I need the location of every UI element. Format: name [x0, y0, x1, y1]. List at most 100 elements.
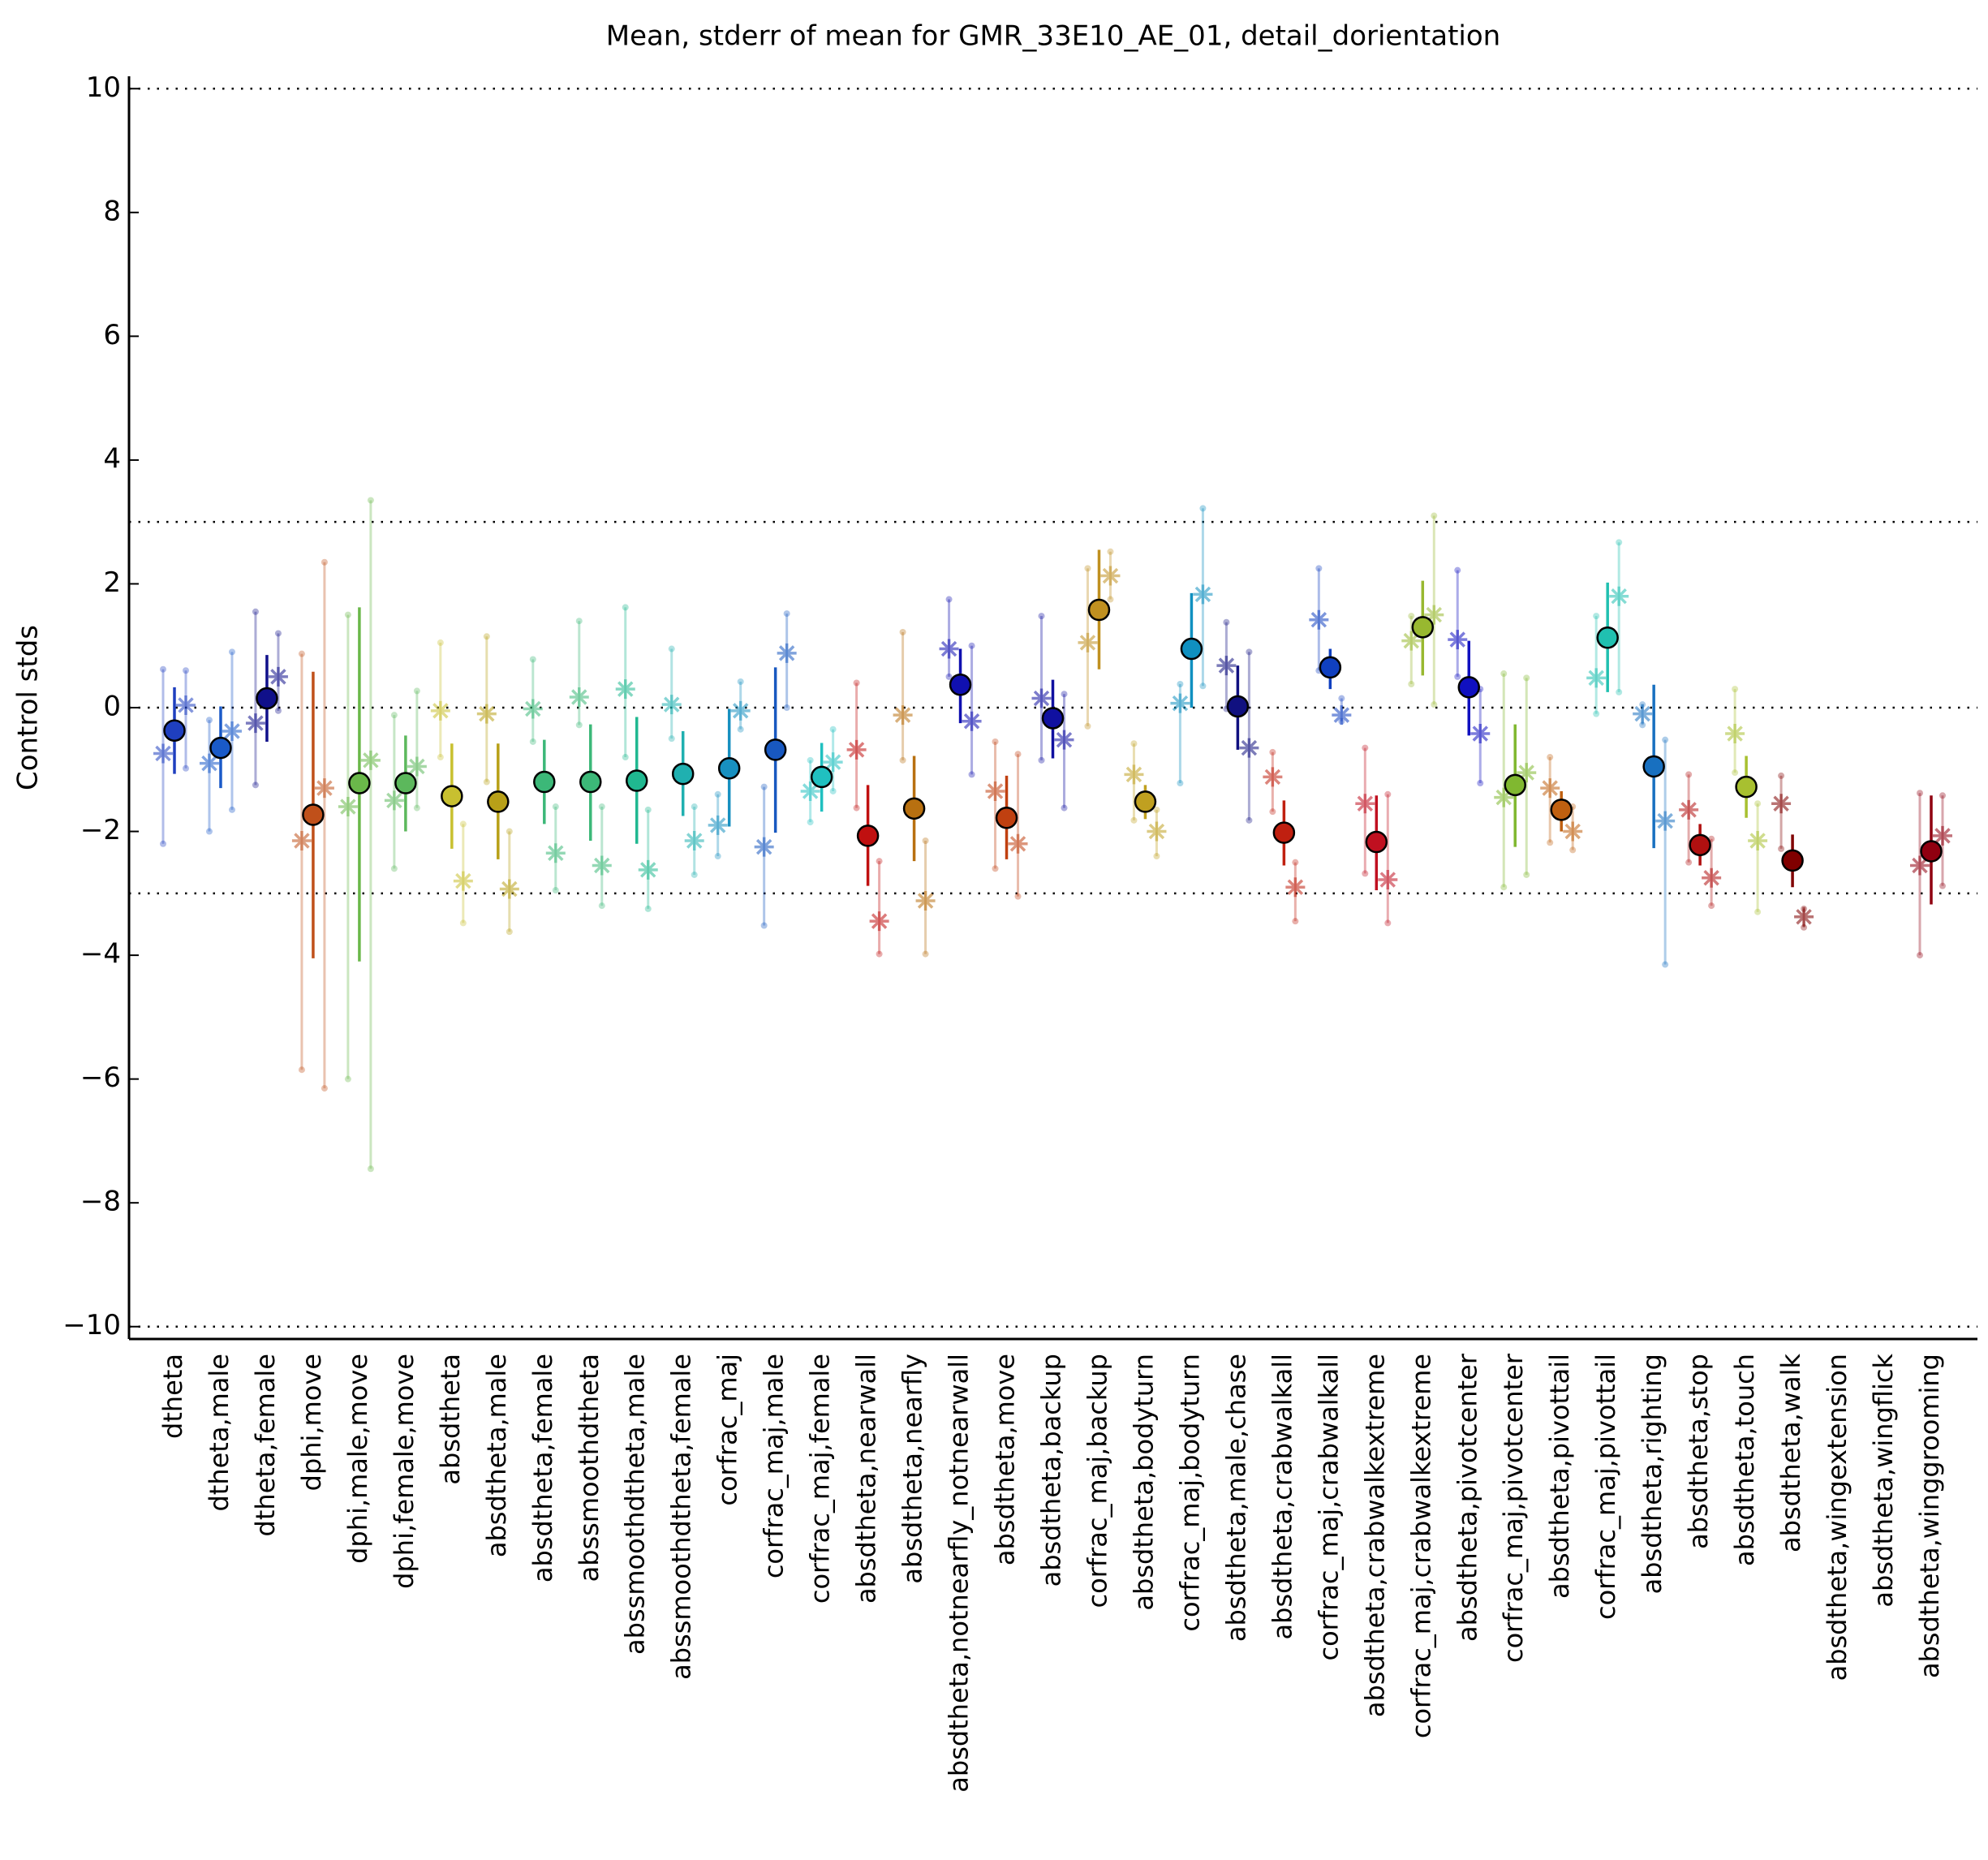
- sub-marker: [1285, 877, 1306, 898]
- sub-error-cap: [876, 950, 883, 958]
- sub-error-cap: [1431, 512, 1438, 519]
- sub-error-cap: [1130, 740, 1138, 747]
- sub-error-cap: [274, 630, 282, 637]
- sub-error-cap: [1801, 924, 1808, 931]
- mean-marker: [717, 756, 741, 780]
- sub-error-cap: [529, 738, 536, 745]
- sub-error-cap: [1778, 772, 1785, 779]
- x-tick-label: absdtheta,move: [990, 1354, 1021, 1565]
- sub-marker: [268, 666, 288, 687]
- x-tick-label: absdtheta,nearwall: [851, 1354, 882, 1604]
- sub-error-cap: [413, 804, 420, 812]
- sub-marker: [661, 695, 682, 715]
- sub-error-cap: [321, 1085, 328, 1092]
- sub-marker: [1216, 656, 1237, 676]
- x-tick-label: absdtheta,bodyturn: [1128, 1354, 1159, 1611]
- sub-error-cap: [922, 837, 929, 844]
- sub-error-cap: [1384, 790, 1392, 798]
- sub-error-cap: [1084, 722, 1091, 730]
- sub-error-cap: [205, 717, 213, 724]
- x-tick-label: abssmoothdtheta: [574, 1354, 605, 1582]
- mean-marker: [487, 790, 510, 813]
- sub-error-cap: [1477, 780, 1484, 787]
- sub-marker: [176, 695, 196, 715]
- y-tick-label: −2: [80, 814, 121, 846]
- sub-error-cap: [575, 618, 583, 625]
- sub-marker: [1332, 705, 1352, 725]
- sub-marker: [499, 879, 519, 899]
- sub-marker: [708, 815, 728, 835]
- sub-marker: [1702, 868, 1722, 888]
- sub-error-cap: [1292, 918, 1299, 925]
- sub-error-cap: [1523, 871, 1530, 878]
- sub-error-cap: [228, 806, 235, 813]
- sub-marker: [869, 911, 889, 932]
- sub-error-cap: [714, 853, 721, 860]
- sub-error-cap: [1523, 674, 1530, 682]
- sub-marker: [476, 704, 497, 724]
- x-tick-label: dtheta,female: [250, 1354, 281, 1536]
- x-tick-label: corfrac_maj,pivotcenter: [1498, 1353, 1529, 1663]
- sub-marker: [1170, 693, 1190, 713]
- sub-error-cap: [344, 611, 351, 618]
- sub-error-cap: [160, 665, 166, 673]
- sub-error-cap: [1917, 952, 1923, 959]
- sub-error-cap: [1662, 961, 1669, 968]
- x-tick-label: absdtheta,notnearfly_notnearwall: [944, 1354, 975, 1793]
- sub-marker: [523, 699, 543, 719]
- sub-error-cap: [413, 687, 420, 695]
- mean-marker: [1689, 833, 1711, 857]
- sub-error-cap: [575, 721, 583, 729]
- mean-marker: [579, 770, 602, 794]
- x-tick-label: absdtheta,male: [481, 1354, 512, 1557]
- sub-marker: [1748, 830, 1768, 850]
- sub-marker: [1771, 794, 1792, 814]
- sub-error-cap: [1246, 816, 1253, 824]
- sub-error-cap: [1778, 845, 1785, 852]
- mean-marker: [671, 762, 695, 786]
- x-tick-label: absdtheta,female: [527, 1354, 558, 1582]
- mean-marker: [1041, 707, 1065, 730]
- sub-error-cap: [899, 756, 906, 764]
- x-tick-label: dtheta,male: [204, 1354, 235, 1512]
- mean-marker: [163, 719, 186, 742]
- sub-error-cap: [228, 648, 235, 656]
- sub-error-cap: [1639, 721, 1646, 729]
- sub-error-cap: [1014, 893, 1022, 900]
- sub-error-cap: [1014, 751, 1022, 758]
- mean-marker: [209, 736, 232, 760]
- mean-marker: [1411, 616, 1435, 639]
- sub-marker: [1239, 738, 1259, 758]
- sub-error-cap: [183, 667, 189, 674]
- y-tick-label: −6: [80, 1061, 121, 1094]
- sub-marker: [314, 778, 334, 799]
- sub-marker: [360, 750, 381, 770]
- sub-error-cap: [1038, 613, 1045, 620]
- y-axis-label: Control stds: [12, 625, 45, 790]
- sub-error-cap: [668, 735, 675, 743]
- sub-error-cap: [807, 819, 814, 826]
- sub-error-cap: [1223, 618, 1230, 626]
- x-tick-label: corfrac_maj: [712, 1354, 743, 1506]
- sub-error-cap: [1431, 701, 1438, 708]
- sub-marker: [1124, 764, 1144, 785]
- sub-marker: [1679, 799, 1699, 820]
- sub-marker: [962, 711, 982, 731]
- sub-marker: [1586, 668, 1607, 688]
- mean-marker: [348, 772, 371, 794]
- sub-error-cap: [321, 558, 328, 566]
- sub-error-cap: [1246, 648, 1253, 656]
- sub-marker: [1517, 763, 1537, 783]
- sub-error-cap: [390, 712, 398, 719]
- sub-error-cap: [1177, 780, 1184, 787]
- sub-marker: [1147, 821, 1167, 842]
- sub-marker: [754, 837, 774, 857]
- sub-error-cap: [714, 790, 721, 798]
- sub-marker: [1494, 787, 1514, 807]
- x-tick-label: dtheta: [157, 1354, 188, 1439]
- sub-error-cap: [945, 673, 953, 680]
- sub-error-cap: [1500, 670, 1508, 678]
- sub-marker: [1378, 870, 1398, 890]
- sub-error-cap: [668, 645, 675, 652]
- sub-error-cap: [760, 922, 768, 929]
